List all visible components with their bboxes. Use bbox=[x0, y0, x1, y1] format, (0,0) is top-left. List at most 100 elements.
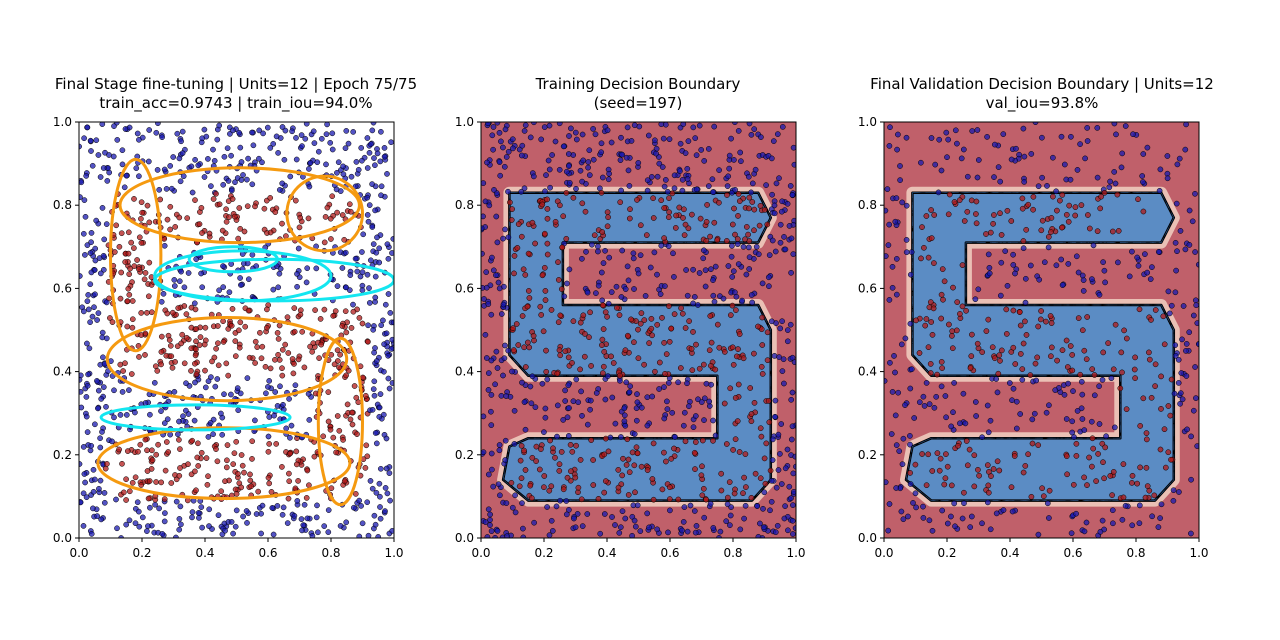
point-class-0 bbox=[895, 389, 902, 396]
point-class-0 bbox=[119, 389, 126, 395]
point-class-0 bbox=[732, 289, 738, 296]
point-class-0 bbox=[617, 524, 624, 531]
point-class-0 bbox=[1078, 405, 1085, 412]
point-class-0 bbox=[234, 385, 241, 391]
point-class-0 bbox=[79, 404, 85, 411]
point-class-1 bbox=[537, 303, 544, 310]
point-class-0 bbox=[180, 413, 186, 420]
point-class-0 bbox=[748, 292, 755, 298]
point-class-0 bbox=[339, 265, 346, 271]
y-tick-label: 0.4 bbox=[53, 365, 72, 379]
point-class-0 bbox=[993, 510, 1000, 517]
point-class-0 bbox=[767, 507, 773, 514]
point-class-1 bbox=[169, 364, 176, 371]
point-class-0 bbox=[189, 189, 196, 196]
point-class-0 bbox=[181, 284, 188, 291]
point-class-0 bbox=[754, 503, 761, 509]
point-class-0 bbox=[306, 183, 313, 190]
point-class-0 bbox=[768, 318, 775, 325]
point-class-1 bbox=[564, 474, 571, 481]
point-class-1 bbox=[1025, 201, 1032, 208]
point-class-0 bbox=[343, 284, 349, 291]
point-class-0 bbox=[496, 442, 503, 448]
point-class-0 bbox=[358, 503, 364, 509]
panel-training-boundary: Training Decision Boundary (seed=197) 0.… bbox=[455, 75, 806, 560]
point-class-1 bbox=[285, 350, 292, 356]
point-class-0 bbox=[749, 180, 756, 187]
x-tick-label: 1.0 bbox=[1189, 546, 1208, 560]
point-class-0 bbox=[220, 284, 227, 290]
point-class-0 bbox=[739, 297, 745, 304]
point-class-0 bbox=[692, 413, 699, 419]
point-class-0 bbox=[565, 151, 572, 157]
point-class-0 bbox=[389, 336, 394, 343]
point-class-1 bbox=[279, 220, 285, 227]
point-class-1 bbox=[1165, 449, 1172, 456]
point-class-1 bbox=[686, 318, 692, 324]
point-class-1 bbox=[696, 365, 703, 372]
point-class-0 bbox=[1183, 373, 1190, 379]
point-class-0 bbox=[1183, 341, 1190, 347]
point-class-0 bbox=[1028, 151, 1035, 157]
point-class-0 bbox=[781, 515, 788, 522]
point-class-0 bbox=[377, 504, 383, 510]
point-class-1 bbox=[153, 451, 160, 458]
point-class-1 bbox=[748, 411, 755, 417]
point-class-0 bbox=[520, 525, 526, 532]
y-tick-label: 0.8 bbox=[858, 198, 877, 212]
point-class-0 bbox=[293, 156, 300, 163]
point-class-0 bbox=[647, 264, 654, 271]
point-class-1 bbox=[1079, 327, 1086, 334]
point-class-0 bbox=[1157, 166, 1164, 173]
point-class-1 bbox=[604, 223, 611, 230]
point-class-0 bbox=[378, 183, 385, 190]
point-class-1 bbox=[104, 461, 110, 467]
point-class-0 bbox=[1100, 259, 1106, 265]
point-class-1 bbox=[213, 446, 219, 452]
orange-ellipse bbox=[109, 157, 163, 353]
point-class-1 bbox=[764, 357, 771, 364]
point-class-1 bbox=[953, 327, 960, 334]
point-class-1 bbox=[312, 390, 319, 397]
point-class-0 bbox=[343, 519, 350, 526]
point-class-0 bbox=[680, 519, 687, 525]
point-class-1 bbox=[599, 342, 605, 348]
point-class-0 bbox=[99, 205, 106, 211]
point-class-0 bbox=[974, 174, 981, 181]
point-class-1 bbox=[515, 342, 522, 348]
point-class-0 bbox=[85, 371, 91, 378]
point-class-1 bbox=[931, 260, 937, 266]
point-class-1 bbox=[764, 221, 771, 228]
point-class-0 bbox=[88, 239, 94, 246]
point-class-0 bbox=[995, 164, 1002, 170]
point-class-1 bbox=[577, 366, 583, 373]
point-class-0 bbox=[938, 167, 945, 174]
point-class-0 bbox=[171, 277, 178, 283]
point-class-0 bbox=[785, 527, 791, 534]
point-class-0 bbox=[505, 148, 512, 155]
point-class-1 bbox=[162, 467, 169, 474]
point-class-1 bbox=[226, 214, 232, 220]
point-class-0 bbox=[712, 263, 719, 270]
point-class-0 bbox=[252, 417, 258, 424]
point-class-0 bbox=[485, 301, 492, 307]
point-class-0 bbox=[1004, 282, 1011, 289]
point-class-1 bbox=[528, 495, 535, 501]
point-class-1 bbox=[673, 212, 679, 219]
point-class-1 bbox=[363, 442, 370, 449]
point-class-0 bbox=[87, 137, 94, 144]
point-class-0 bbox=[621, 418, 628, 425]
point-class-0 bbox=[571, 515, 577, 522]
point-class-1 bbox=[1091, 372, 1098, 378]
point-class-1 bbox=[1040, 493, 1047, 500]
point-class-0 bbox=[1020, 125, 1027, 132]
point-class-0 bbox=[659, 164, 666, 170]
point-class-1 bbox=[568, 468, 574, 475]
point-class-1 bbox=[203, 455, 210, 461]
point-class-1 bbox=[628, 316, 634, 323]
point-class-1 bbox=[974, 340, 981, 347]
point-class-1 bbox=[748, 494, 755, 501]
point-class-0 bbox=[385, 255, 392, 262]
point-class-1 bbox=[1070, 481, 1077, 488]
point-class-0 bbox=[1083, 519, 1090, 526]
